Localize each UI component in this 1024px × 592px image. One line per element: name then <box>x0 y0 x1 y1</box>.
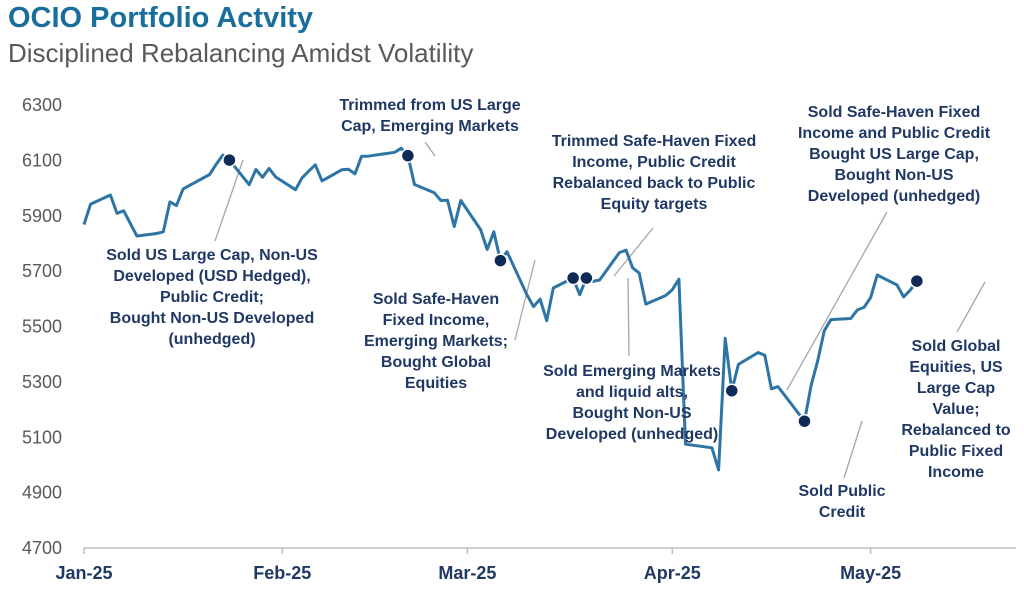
y-tick-label: 5300 <box>22 372 62 392</box>
annotation-leaders <box>214 141 986 479</box>
x-tick-label: May-25 <box>840 563 901 583</box>
rebalance-marker <box>565 270 581 286</box>
y-axis: 4700 4900 5100 5300 5500 5700 5900 6100 6300 <box>22 95 62 558</box>
annotation-text: Trimmed Safe-Haven Fixed Income, Public C… <box>552 133 757 213</box>
y-tick-label: 5900 <box>22 206 62 226</box>
x-axis: Jan-25 Feb-25 Mar-25 Apr-25 May-25 <box>55 548 901 583</box>
rebalance-marker <box>909 273 925 289</box>
annotation-text: Sold Safe-Haven Fixed Income, Emerging Mar… <box>364 291 508 392</box>
rebalance-marker <box>493 253 508 268</box>
annotation-text: Sold Global Equities, US Large Cap Value; Re… <box>901 338 1011 481</box>
x-tick-label: Jan-25 <box>55 563 112 583</box>
rebalance-marker <box>400 148 416 163</box>
y-tick-label: 4700 <box>22 538 62 558</box>
y-tick-label: 5100 <box>22 427 62 447</box>
y-tick-label: 5700 <box>22 261 62 281</box>
annotation-text: Sold Public Credit <box>798 483 885 521</box>
y-tick-label: 5500 <box>22 317 62 337</box>
rebalance-marker <box>579 270 594 286</box>
annotation-text: Trimmed from US Large Cap, Emerging Marke… <box>339 97 520 135</box>
chart-subtitle: Disciplined Rebalancing Amidst Volatilit… <box>8 38 474 68</box>
y-tick-label: 4900 <box>22 483 62 503</box>
annotation-text: Sold Emerging Markets and liquid alts, Bou… <box>543 363 721 443</box>
annotation-text: Sold US Large Cap, Non-US Developed (USD … <box>106 247 318 348</box>
rebalance-marker <box>222 152 237 168</box>
x-tick-label: Feb-25 <box>253 563 311 583</box>
y-tick-label: 6100 <box>22 150 62 170</box>
rebalance-marker <box>724 383 740 398</box>
annotation-leader <box>956 281 986 333</box>
annotation-leader <box>613 227 654 277</box>
annotation-leader <box>627 277 630 357</box>
annotation-leader <box>514 259 536 341</box>
chart-title: OCIO Portfolio Actvity <box>8 2 314 34</box>
rebalance-markers <box>222 148 925 429</box>
rebalance-marker <box>797 413 812 429</box>
annotation-leader <box>843 420 863 479</box>
annotation-leader <box>786 211 888 391</box>
annotation-text: Sold Safe-Haven Fixed Income and Public C… <box>798 104 991 205</box>
x-tick-label: Apr-25 <box>644 563 701 583</box>
y-tick-label: 6300 <box>22 95 62 115</box>
annotation-leader <box>424 141 436 157</box>
annotations: Sold US Large Cap, Non-US Developed (USD … <box>106 97 1011 521</box>
x-tick-label: Mar-25 <box>438 563 496 583</box>
